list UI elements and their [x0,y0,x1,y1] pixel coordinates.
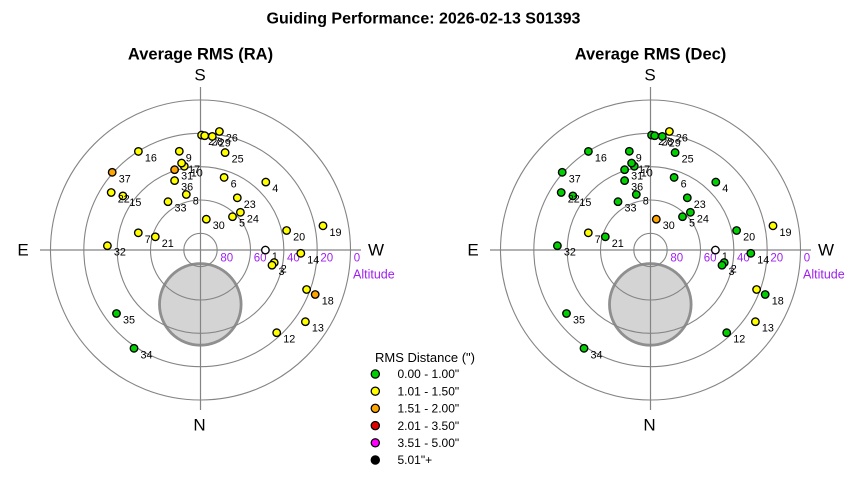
svg-text:23: 23 [694,199,706,211]
svg-text:31: 31 [181,171,193,183]
svg-text:S: S [194,66,205,85]
svg-text:34: 34 [141,349,153,361]
svg-text:7: 7 [145,234,151,246]
svg-text:34: 34 [591,349,603,361]
svg-text:E: E [467,241,478,260]
svg-text:21: 21 [162,238,174,250]
svg-text:24: 24 [697,213,709,225]
svg-text:23: 23 [244,199,256,211]
svg-text:40: 40 [737,253,750,265]
svg-text:37: 37 [569,173,581,185]
svg-text:4: 4 [722,183,728,195]
svg-text:30: 30 [213,220,225,232]
svg-text:9: 9 [636,152,642,164]
svg-text:26: 26 [226,133,238,145]
svg-text:Average RMS (RA): Average RMS (RA) [128,46,273,64]
svg-text:3: 3 [729,266,735,278]
svg-text:6: 6 [681,178,687,190]
svg-text:E: E [17,241,28,260]
svg-text:S: S [644,66,655,85]
svg-text:18: 18 [322,296,334,308]
svg-text:60: 60 [704,253,717,265]
svg-text:10: 10 [641,167,653,179]
svg-text:14: 14 [307,254,319,266]
svg-text:24: 24 [247,213,259,225]
svg-text:3: 3 [279,266,285,278]
svg-text:Average RMS (Dec): Average RMS (Dec) [575,46,727,64]
svg-text:3.51 - 5.00": 3.51 - 5.00" [398,436,460,450]
svg-text:26: 26 [676,133,688,145]
svg-text:35: 35 [123,315,135,327]
svg-text:8: 8 [643,196,649,208]
svg-text:17: 17 [638,164,650,176]
svg-text:6: 6 [231,178,237,190]
svg-text:8: 8 [193,196,199,208]
svg-text:1: 1 [272,251,278,263]
svg-text:17: 17 [188,164,200,176]
svg-text:20: 20 [743,232,755,244]
svg-text:N: N [643,416,655,435]
svg-text:29: 29 [219,137,231,149]
svg-text:13: 13 [312,323,324,335]
svg-text:32: 32 [564,247,576,259]
svg-text:20: 20 [293,232,305,244]
svg-text:Guiding Performance: 2026-02-1: Guiding Performance: 2026-02-13 S01393 [267,11,581,28]
svg-text:16: 16 [145,152,157,164]
svg-text:25: 25 [232,154,244,166]
svg-text:40: 40 [287,253,300,265]
svg-text:12: 12 [283,334,295,346]
svg-text:36: 36 [181,182,193,194]
svg-text:10: 10 [191,167,203,179]
svg-text:2: 2 [731,264,737,276]
svg-text:37: 37 [119,173,131,185]
svg-text:80: 80 [670,253,683,265]
svg-text:0: 0 [804,253,810,265]
svg-text:RMS Distance ("): RMS Distance (") [375,350,475,365]
svg-text:5: 5 [689,218,695,230]
svg-text:W: W [818,240,834,259]
svg-text:12: 12 [733,334,745,346]
svg-text:22: 22 [568,194,580,206]
svg-text:0: 0 [354,253,360,265]
svg-text:1: 1 [722,251,728,263]
svg-text:19: 19 [780,227,792,239]
svg-text:1.51 - 2.00": 1.51 - 2.00" [398,402,460,416]
svg-text:20: 20 [320,253,333,265]
svg-text:2.01 - 3.50": 2.01 - 3.50" [398,419,460,433]
svg-text:Altitude: Altitude [803,268,845,282]
svg-text:22: 22 [118,194,130,206]
svg-text:25: 25 [682,154,694,166]
svg-text:60: 60 [254,253,267,265]
svg-text:1.01 - 1.50": 1.01 - 1.50" [398,384,460,398]
svg-text:N: N [193,416,205,435]
svg-text:4: 4 [272,183,278,195]
svg-text:0.00 - 1.00": 0.00 - 1.00" [398,367,460,381]
svg-text:5: 5 [239,218,245,230]
svg-text:15: 15 [129,197,141,209]
svg-text:31: 31 [631,171,643,183]
svg-text:30: 30 [663,220,675,232]
svg-text:14: 14 [757,254,769,266]
svg-text:33: 33 [175,203,187,215]
svg-text:Altitude: Altitude [353,268,395,282]
svg-text:15: 15 [579,197,591,209]
svg-text:9: 9 [186,152,192,164]
svg-text:32: 32 [114,247,126,259]
svg-text:16: 16 [595,152,607,164]
svg-text:29: 29 [669,137,681,149]
svg-text:19: 19 [330,227,342,239]
svg-text:5.01"+: 5.01"+ [398,453,433,467]
svg-text:18: 18 [772,296,784,308]
svg-text:33: 33 [625,203,637,215]
svg-text:80: 80 [220,253,233,265]
svg-text:21: 21 [612,238,624,250]
svg-text:20: 20 [770,253,783,265]
svg-text:W: W [368,240,384,259]
svg-text:2: 2 [281,264,287,276]
svg-text:13: 13 [762,323,774,335]
svg-text:36: 36 [631,182,643,194]
svg-text:35: 35 [573,315,585,327]
svg-text:7: 7 [595,234,601,246]
